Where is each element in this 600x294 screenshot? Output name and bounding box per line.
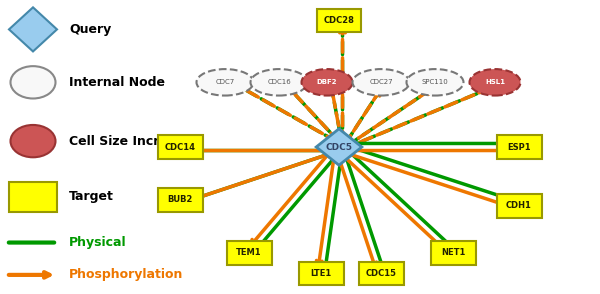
Ellipse shape — [302, 69, 353, 96]
Text: LTE1: LTE1 — [310, 269, 332, 278]
Text: Physical: Physical — [69, 236, 127, 249]
FancyBboxPatch shape — [9, 181, 57, 212]
Text: TEM1: TEM1 — [236, 248, 262, 257]
FancyBboxPatch shape — [497, 135, 542, 159]
Text: DBF2: DBF2 — [317, 79, 337, 85]
Ellipse shape — [11, 125, 56, 157]
FancyBboxPatch shape — [227, 241, 271, 265]
Polygon shape — [316, 129, 362, 165]
FancyBboxPatch shape — [431, 241, 476, 265]
Text: Cell Size Increaser: Cell Size Increaser — [69, 135, 199, 148]
Text: BUB2: BUB2 — [167, 196, 193, 204]
Text: CDC28: CDC28 — [323, 16, 355, 25]
Ellipse shape — [353, 69, 409, 96]
Text: CDC15: CDC15 — [365, 269, 397, 278]
Text: CDH1: CDH1 — [506, 201, 532, 210]
Ellipse shape — [197, 69, 254, 96]
FancyBboxPatch shape — [359, 262, 404, 285]
Polygon shape — [9, 7, 57, 51]
FancyBboxPatch shape — [157, 135, 203, 159]
FancyBboxPatch shape — [299, 262, 343, 285]
Text: Phosphorylation: Phosphorylation — [69, 268, 184, 281]
Text: CDC5: CDC5 — [325, 143, 352, 151]
Ellipse shape — [470, 69, 521, 96]
Text: HSL1: HSL1 — [485, 79, 505, 85]
Ellipse shape — [407, 69, 464, 96]
Text: CDC14: CDC14 — [164, 143, 196, 151]
Ellipse shape — [11, 66, 56, 98]
Text: CDC27: CDC27 — [369, 79, 393, 85]
FancyBboxPatch shape — [157, 188, 203, 212]
Text: ESP1: ESP1 — [507, 143, 531, 151]
Ellipse shape — [251, 69, 308, 96]
Text: CDC16: CDC16 — [267, 79, 291, 85]
Text: CDC7: CDC7 — [215, 79, 235, 85]
Text: Target: Target — [69, 191, 114, 203]
Text: Internal Node: Internal Node — [69, 76, 165, 89]
FancyBboxPatch shape — [317, 9, 361, 32]
Text: SPC110: SPC110 — [422, 79, 448, 85]
Text: Query: Query — [69, 23, 111, 36]
FancyBboxPatch shape — [497, 194, 542, 218]
Text: NET1: NET1 — [441, 248, 465, 257]
